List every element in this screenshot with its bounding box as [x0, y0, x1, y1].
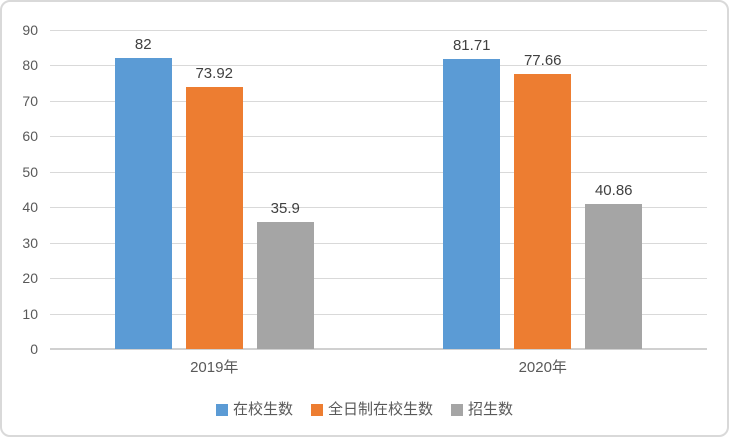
category-label: 2020年: [518, 359, 567, 376]
legend-swatch-icon: [310, 404, 323, 416]
bar-series1-cat1: [114, 58, 172, 349]
y-tick-label: 0: [30, 341, 38, 357]
y-tick-label: 60: [22, 128, 38, 145]
bar-series3-cat1: [256, 221, 314, 349]
bar-value-label: 40.86: [594, 182, 633, 200]
y-tick-label: 70: [22, 92, 38, 109]
gridline: [50, 207, 707, 209]
gridline: [50, 65, 707, 67]
gridline: [50, 171, 707, 173]
y-tick-label: 50: [22, 163, 38, 180]
y-tick-label: 30: [22, 234, 38, 251]
legend-swatch-icon: [215, 404, 228, 416]
gridline: [50, 313, 707, 315]
bar-series2-cat1: [185, 86, 243, 349]
legend-item: 招生数: [451, 401, 513, 419]
bar-value-label: 35.9: [270, 199, 300, 217]
bar-value-label: 82: [134, 36, 152, 54]
y-tick-label: 90: [22, 22, 38, 38]
x-axis-line: [50, 348, 707, 350]
y-tick-label: 40: [22, 199, 38, 216]
gridline: [50, 278, 707, 280]
bar-value-label: 81.71: [452, 37, 491, 55]
legend-label: 全日制在校生数: [327, 401, 433, 418]
gridline: [50, 136, 707, 138]
legend-item: 全日制在校生数: [310, 401, 433, 419]
legend-label: 在校生数: [232, 401, 293, 418]
y-tick-label: 20: [22, 270, 38, 287]
gridline: [50, 242, 707, 244]
bar-series2-cat2: [514, 73, 572, 349]
bar-series1-cat2: [443, 59, 501, 349]
bar-value-label: 73.92: [195, 64, 234, 82]
y-tick-label: 80: [22, 57, 38, 74]
legend: 在校生数 全日制在校生数 招生数: [2, 401, 727, 419]
gridline: [50, 30, 707, 31]
bar-series3-cat2: [585, 204, 643, 349]
category-label: 2019年: [190, 359, 239, 376]
legend-label: 招生数: [468, 401, 514, 418]
y-tick-label: 10: [22, 305, 38, 322]
gridline: [50, 100, 707, 102]
legend-swatch-icon: [451, 404, 463, 416]
bar-value-label: 77.66: [523, 51, 562, 69]
legend-item: 在校生数: [215, 401, 293, 419]
